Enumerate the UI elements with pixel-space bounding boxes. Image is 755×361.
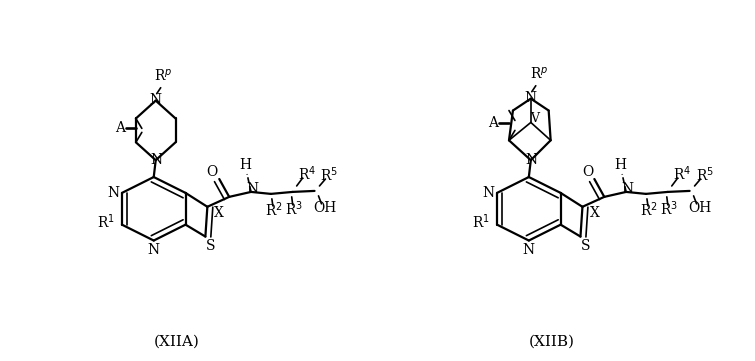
Text: N: N <box>246 182 258 196</box>
Text: R$^3$: R$^3$ <box>660 200 678 218</box>
Text: R$^4$: R$^4$ <box>673 165 691 183</box>
Text: R$^p$: R$^p$ <box>529 66 548 82</box>
Text: N: N <box>151 153 163 167</box>
Text: N: N <box>148 243 160 257</box>
Text: N: N <box>621 182 633 196</box>
Text: H: H <box>614 158 626 172</box>
Text: R$^1$: R$^1$ <box>97 212 115 231</box>
Text: A: A <box>115 121 125 135</box>
Text: V: V <box>530 112 539 125</box>
Text: O: O <box>207 165 218 179</box>
Text: (XIIA): (XIIA) <box>153 335 199 349</box>
Text: N: N <box>482 186 495 200</box>
Text: N: N <box>522 243 535 257</box>
Text: X: X <box>590 206 599 220</box>
Text: OH: OH <box>688 201 711 215</box>
Text: S: S <box>581 239 590 253</box>
Text: N: N <box>525 91 537 105</box>
Text: O: O <box>582 165 593 179</box>
Text: R$^2$: R$^2$ <box>640 200 658 219</box>
Text: N: N <box>107 186 119 200</box>
Text: R$^5$: R$^5$ <box>695 166 713 184</box>
Text: OH: OH <box>313 201 336 215</box>
Text: N: N <box>149 93 162 106</box>
Text: R$^4$: R$^4$ <box>297 165 316 183</box>
Text: R$^5$: R$^5$ <box>320 166 338 184</box>
Text: A: A <box>488 117 498 130</box>
Text: R$^p$: R$^p$ <box>155 68 173 84</box>
Text: X: X <box>214 206 224 220</box>
Text: (XIIB): (XIIB) <box>528 335 575 349</box>
Text: R$^2$: R$^2$ <box>265 200 283 219</box>
Text: N: N <box>525 153 538 167</box>
Text: S: S <box>205 239 215 253</box>
Text: H: H <box>239 158 251 172</box>
Text: R$^1$: R$^1$ <box>472 212 490 231</box>
Text: R$^3$: R$^3$ <box>285 200 303 218</box>
